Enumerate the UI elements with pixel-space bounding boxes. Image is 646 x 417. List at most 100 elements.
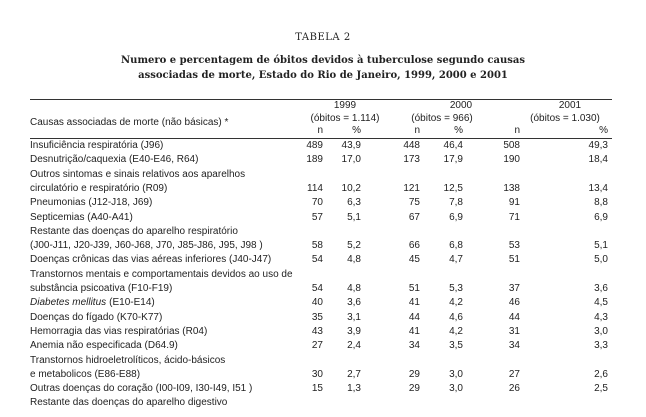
row-label: Restante das doenças do aparelho digesti… [30, 397, 228, 409]
rule [30, 138, 612, 139]
n-cell: 45 [408, 254, 420, 266]
table-title: TABELA 2 [295, 32, 351, 43]
n-cell: 27 [311, 340, 323, 352]
n-cell: 70 [311, 197, 323, 209]
n-cell: 67 [408, 211, 420, 223]
pct-cell: 3,6 [594, 283, 608, 294]
n-cell: 44 [408, 311, 420, 323]
pct-cell: 3,0 [594, 325, 608, 337]
row-label: Desnutrição/caquexia (E40-E46, R64) [30, 154, 199, 166]
n-cell: 27 [508, 368, 520, 380]
pct-cell: 6,9 [594, 211, 608, 223]
row-label: Transtornos mentais e comportamentais de… [30, 268, 293, 280]
pct-cell: 10,2 [341, 182, 361, 194]
pct-cell: 4,7 [449, 254, 463, 266]
pct-cell: 4,6 [449, 311, 463, 323]
pct-cell: 43,9 [341, 140, 361, 151]
row-label: Diabetes mellitus (E10-E14) [30, 297, 155, 309]
row-label: e metabolicos (E86-E88) [30, 368, 141, 380]
n-cell: 44 [508, 311, 520, 323]
pct-header: % [454, 125, 463, 136]
pct-cell: 3,6 [347, 297, 361, 309]
n-cell: 173 [403, 154, 420, 166]
row-label: Doenças do fígado (K70-K77) [30, 311, 163, 323]
pct-cell: 4,8 [347, 283, 361, 294]
pct-cell: 4,8 [347, 254, 361, 266]
pct-cell: 1,3 [347, 383, 361, 395]
n-cell: 37 [508, 283, 520, 294]
n-header: n [514, 125, 520, 136]
pct-cell: 5,1 [347, 211, 361, 223]
row-label: Septicemias (A40-A41) [30, 211, 133, 223]
row-label: Doenças crônicas das vias aéreas inferio… [30, 254, 272, 266]
pct-cell: 18,4 [588, 154, 608, 166]
n-cell: 35 [311, 311, 323, 323]
rule [30, 99, 612, 100]
row-label: Anemia não especificada (D64.9) [30, 340, 178, 352]
pct-cell: 5,2 [347, 240, 361, 252]
pct-header: % [352, 125, 361, 136]
obitos-header: (óbitos = 966) [411, 113, 473, 124]
pct-cell: 4,5 [594, 297, 608, 309]
pct-cell: 2,6 [594, 368, 608, 380]
pct-header: % [599, 125, 608, 136]
n-cell: 40 [311, 297, 323, 309]
row-label: Outras doenças do coração (I00-I09, I30-… [30, 383, 253, 395]
pct-cell: 7,8 [449, 197, 463, 209]
italic-label: Diabetes mellitus [30, 297, 107, 309]
n-cell: 66 [408, 240, 420, 252]
n-cell: 114 [307, 182, 323, 194]
pct-cell: 6,3 [347, 197, 361, 209]
year-header: 2000 [449, 100, 473, 111]
pct-cell: 3,5 [449, 340, 463, 352]
pct-cell: 3,0 [449, 368, 463, 380]
n-cell: 30 [311, 368, 323, 380]
pct-cell: 8,8 [594, 197, 608, 209]
n-cell: 57 [311, 211, 323, 223]
n-cell: 46 [508, 297, 520, 309]
pct-cell: 3,3 [594, 340, 608, 352]
n-cell: 34 [508, 340, 520, 352]
column-header: Causas associadas de morte (não básicas)… [30, 117, 229, 128]
n-cell: 31 [508, 325, 520, 337]
n-cell: 138 [503, 182, 520, 194]
n-cell: 41 [408, 325, 420, 337]
n-cell: 34 [408, 340, 420, 352]
n-cell: 75 [408, 197, 420, 209]
label-text: (E10-E14) [109, 297, 155, 309]
pct-cell: 13,4 [588, 182, 608, 194]
n-cell: 29 [408, 383, 420, 395]
row-label: Insuficiência respiratória (J96) [30, 140, 164, 151]
n-header: n [317, 125, 323, 136]
row-label: (J00-J11, J20-J39, J60-J68, J70, J85-J86… [30, 240, 263, 252]
pct-cell: 12,5 [443, 182, 463, 194]
pct-cell: 2,4 [347, 340, 361, 352]
pct-cell: 3,9 [347, 325, 361, 337]
n-cell: 58 [311, 240, 323, 252]
n-cell: 54 [311, 254, 323, 266]
n-cell: 71 [508, 211, 520, 223]
n-cell: 41 [408, 297, 420, 309]
n-cell: 43 [311, 325, 323, 337]
subtitle: associadas de morte, Estado do Rio de Ja… [138, 70, 508, 81]
n-cell: 190 [503, 154, 520, 166]
obitos-header: (óbitos = 1.114) [310, 113, 380, 124]
n-cell: 29 [408, 368, 420, 380]
pct-cell: 2,7 [347, 368, 361, 380]
pct-cell: 6,8 [449, 240, 463, 252]
n-cell: 448 [403, 140, 420, 151]
pct-cell: 3,0 [449, 383, 463, 395]
pct-cell: 17,9 [443, 154, 463, 166]
pct-cell: 4,2 [449, 297, 463, 309]
row-label: Transtornos hidroeletrolíticos, ácido-bá… [30, 354, 226, 366]
row-label: Outros sintomas e sinais relativos aos a… [30, 168, 246, 180]
row-label: Restante das doenças do aparelho respira… [30, 225, 238, 237]
pct-cell: 5,1 [594, 240, 608, 252]
pct-cell: 17,0 [341, 154, 361, 166]
year-header: 2001 [558, 100, 582, 111]
n-cell: 53 [508, 240, 520, 252]
pct-cell: 2,5 [594, 383, 608, 395]
row-label: circulatório e respiratório (R09) [30, 182, 168, 194]
row-label: substância psicoativa (F10-F19) [30, 283, 173, 294]
pct-cell: 5,3 [449, 283, 463, 294]
